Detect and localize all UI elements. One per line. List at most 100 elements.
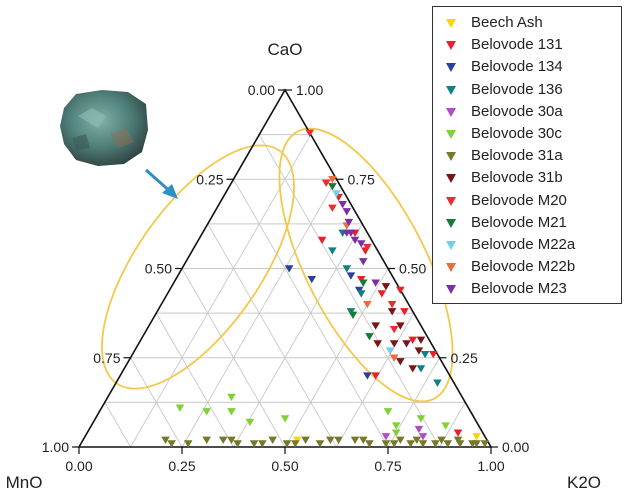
data-point	[392, 422, 401, 429]
data-point	[402, 340, 411, 347]
legend-item: Belovode 134	[433, 57, 621, 77]
legend-marker-shape	[446, 152, 456, 161]
data-point	[390, 326, 399, 333]
legend-label: Belovode M23	[471, 280, 567, 297]
legend-label: Belovode 131	[471, 36, 563, 53]
legend-item: Belovode M22a	[433, 235, 621, 255]
legend-marker	[445, 283, 457, 295]
apex-label-k2o: K2O	[567, 473, 601, 492]
data-point	[417, 365, 426, 372]
legend-label: Belovode M22a	[471, 236, 575, 253]
data-point	[359, 258, 368, 265]
legend-item: Belovode 31b	[433, 168, 621, 188]
legend-marker	[445, 195, 457, 207]
tick-label-left: 0.50	[145, 261, 172, 277]
data-point	[417, 337, 426, 344]
data-point	[363, 372, 372, 379]
legend-label: Beech Ash	[471, 14, 543, 31]
data-point	[363, 301, 372, 308]
data-point	[338, 201, 347, 208]
data-point	[305, 130, 314, 137]
data-point	[417, 415, 426, 422]
data-point	[408, 365, 417, 372]
data-point	[227, 408, 236, 415]
data-point	[307, 276, 316, 283]
legend-item: Belovode 131	[433, 35, 621, 55]
data-point	[219, 437, 228, 444]
rock-sample-image	[58, 86, 150, 168]
data-point	[347, 272, 356, 279]
tick-label-right: 0.25	[451, 350, 478, 366]
legend-item: Belovode M22b	[433, 257, 621, 277]
data-point	[328, 205, 337, 212]
data-point	[433, 380, 442, 387]
legend-item: Belovode M20	[433, 191, 621, 211]
legend-marker-shape	[446, 219, 456, 228]
data-point	[472, 433, 481, 440]
tick-label-bottom: 0.25	[168, 458, 195, 474]
grid-line	[208, 224, 337, 447]
legend-marker	[445, 261, 457, 273]
legend-label: Belovode 30a	[471, 103, 563, 120]
data-point	[301, 437, 310, 444]
data-point	[326, 437, 335, 444]
tick-label-left: 0.25	[196, 171, 223, 187]
data-point	[388, 301, 397, 308]
legend-marker-shape	[446, 174, 456, 183]
legend-label: Belovode M21	[471, 214, 567, 231]
legend-item: Belovode M21	[433, 213, 621, 233]
legend-marker-shape	[446, 241, 456, 250]
legend-marker	[445, 84, 457, 96]
tick-label-bottom: 0.75	[374, 458, 401, 474]
data-point	[392, 429, 401, 436]
data-point	[421, 351, 430, 358]
data-point	[343, 208, 352, 215]
data-point	[400, 308, 409, 315]
legend-marker-shape	[446, 63, 456, 72]
data-point	[396, 358, 405, 365]
data-point	[328, 183, 337, 190]
legend-item: Beech Ash	[433, 13, 621, 33]
tick-label-right: 0.50	[399, 261, 426, 277]
data-point	[365, 333, 374, 340]
tick-label-bottom: 0.50	[271, 458, 298, 474]
legend-marker	[445, 128, 457, 140]
data-point	[359, 280, 368, 287]
legend-item: Belovode 30c	[433, 124, 621, 144]
data-point	[246, 419, 255, 426]
legend-marker	[445, 61, 457, 73]
legend-label: Belovode 30c	[471, 125, 562, 142]
legend-label: Belovode 136	[471, 81, 563, 98]
data-point	[373, 340, 382, 347]
tick-label-right: 0.75	[348, 171, 375, 187]
legend-label: Belovode 134	[471, 58, 563, 75]
legend-marker-shape	[446, 86, 456, 95]
data-point	[371, 280, 380, 287]
data-point	[202, 437, 211, 444]
data-point	[357, 290, 366, 297]
legend-label: Belovode 31b	[471, 169, 563, 186]
tick-label-bottom: 1.00	[477, 458, 504, 474]
legend-label: Belovode M22b	[471, 258, 575, 275]
tick-label-left: 0.75	[93, 350, 120, 366]
tick-label-bottom: 0.00	[65, 458, 92, 474]
data-point	[382, 283, 391, 290]
data-point	[378, 290, 387, 297]
legend-marker-shape	[446, 41, 456, 50]
legend-marker-shape	[446, 285, 456, 294]
data-point	[349, 312, 358, 319]
data-point	[396, 287, 405, 294]
legend-item: Belovode 31a	[433, 146, 621, 166]
data-point	[268, 437, 277, 444]
legend-item: Belovode M23	[433, 279, 621, 299]
data-point	[202, 408, 211, 415]
data-point	[454, 429, 463, 436]
apex-label-mno: MnO	[6, 473, 43, 492]
legend-marker	[445, 172, 457, 184]
chart-legend: Beech Ash Belovode 131 Belovode 134 Belovod…	[432, 6, 622, 304]
data-point	[176, 405, 185, 412]
data-point	[441, 422, 450, 429]
data-point	[328, 247, 337, 254]
apex-label-cao: CaO	[268, 40, 303, 59]
data-point	[384, 408, 393, 415]
